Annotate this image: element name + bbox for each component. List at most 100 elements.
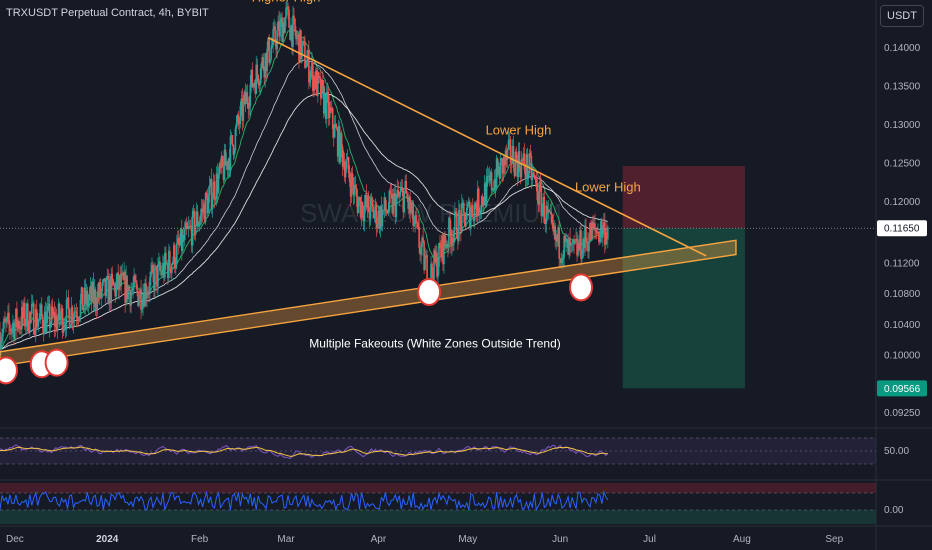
- candle-body: [457, 238, 459, 241]
- candle-body: [321, 80, 324, 86]
- candle-body: [44, 311, 47, 333]
- candle-body: [169, 250, 171, 269]
- candle-body: [414, 215, 416, 225]
- candle-body: [62, 326, 65, 333]
- candle-body: [309, 77, 311, 83]
- price-tag: [877, 380, 927, 397]
- candle-body: [96, 291, 99, 311]
- candle-body: [513, 167, 516, 177]
- candle-body: [104, 278, 107, 296]
- candle-body: [235, 123, 238, 129]
- candle-body: [494, 178, 497, 189]
- candle-body: [186, 228, 189, 230]
- candle-body: [145, 283, 147, 299]
- candle-body: [251, 69, 254, 88]
- candle-body: [248, 106, 251, 109]
- candle-body: [596, 232, 598, 234]
- candle-body: [514, 152, 517, 177]
- candle-body: [50, 306, 53, 324]
- candle-body: [333, 123, 336, 138]
- candle-body: [395, 197, 398, 218]
- candle-body: [270, 47, 272, 60]
- candle-body: [133, 275, 135, 288]
- candle-body: [272, 29, 274, 46]
- candle-body: [64, 324, 67, 330]
- trendlines[interactable]: [0, 36, 876, 367]
- candle-body: [550, 211, 553, 216]
- time-tick-label: Feb: [191, 534, 209, 545]
- candle-body: [390, 193, 393, 195]
- candle-body: [37, 318, 40, 323]
- candle-body: [605, 232, 607, 245]
- candle-body: [376, 224, 379, 229]
- candle-body: [56, 319, 59, 331]
- rsi-signal-line: [0, 446, 608, 457]
- candle-body: [211, 198, 214, 209]
- candle-body: [185, 222, 188, 229]
- candle-body: [236, 115, 239, 124]
- candle-body: [142, 293, 144, 308]
- candle-body: [406, 193, 409, 199]
- fakeout-marker: [0, 356, 18, 385]
- candle-body: [385, 210, 388, 212]
- candle-body: [553, 225, 556, 232]
- candle-body: [312, 62, 314, 92]
- candle-body: [384, 197, 387, 211]
- candle-body: [107, 275, 110, 305]
- candle-body: [258, 84, 261, 86]
- candle-body: [291, 24, 293, 47]
- candle-body: [139, 288, 141, 299]
- candle-body: [502, 157, 505, 174]
- candle-body: [335, 127, 338, 129]
- candle-body: [23, 303, 25, 319]
- candle-body: [350, 173, 353, 197]
- candle-body: [424, 257, 426, 271]
- candle-body: [111, 273, 114, 280]
- candle-body: [498, 166, 501, 179]
- currency-button[interactable]: USDT: [880, 5, 924, 27]
- candle-body: [563, 236, 565, 258]
- price-tag-label: 0.11650: [884, 224, 920, 235]
- candle-body: [394, 193, 397, 218]
- candle-body: [25, 323, 27, 327]
- candle-body: [338, 126, 341, 163]
- candle-body: [566, 238, 568, 242]
- candle-body: [195, 211, 198, 226]
- candle-body: [43, 311, 46, 335]
- candle-body: [110, 273, 113, 303]
- candle-body: [29, 312, 32, 314]
- candle-body: [311, 62, 313, 71]
- candle-body: [591, 222, 593, 241]
- candle-body: [296, 37, 298, 40]
- candle-body: [401, 188, 404, 190]
- candle-body: [448, 217, 450, 247]
- candle-body: [574, 240, 576, 244]
- candle-body: [69, 325, 72, 329]
- candle-body: [438, 242, 440, 267]
- candle-body: [375, 204, 378, 229]
- chart-title: TRXUSDT Perpetual Contract, 4h, BYBIT: [6, 7, 209, 19]
- candle-body: [278, 21, 280, 37]
- candle-body: [515, 152, 518, 160]
- candle-body: [300, 30, 302, 59]
- price-axis[interactable]: 0.145000.140000.135000.130000.125000.120…: [877, 5, 927, 419]
- price-tick-label: 0.10000: [884, 351, 921, 362]
- candle-body: [322, 85, 325, 114]
- candle-body: [417, 222, 419, 228]
- candle-body: [198, 221, 201, 225]
- time-axis[interactable]: Dec 2024 Feb Mar Apr May Jun Jul Aug Sep: [6, 534, 844, 545]
- candle-body: [174, 263, 177, 269]
- candle-body: [584, 226, 586, 248]
- candle-body: [286, 6, 288, 8]
- candle-body: [116, 272, 118, 283]
- candle-body: [246, 92, 249, 103]
- candle-body: [347, 157, 350, 173]
- candle-body: [200, 208, 203, 215]
- position-zones[interactable]: [622, 166, 745, 389]
- candle-body: [473, 203, 476, 221]
- candle-body: [161, 270, 163, 276]
- candle-body: [356, 196, 359, 214]
- candle-body: [364, 194, 367, 205]
- candle-body: [3, 318, 5, 329]
